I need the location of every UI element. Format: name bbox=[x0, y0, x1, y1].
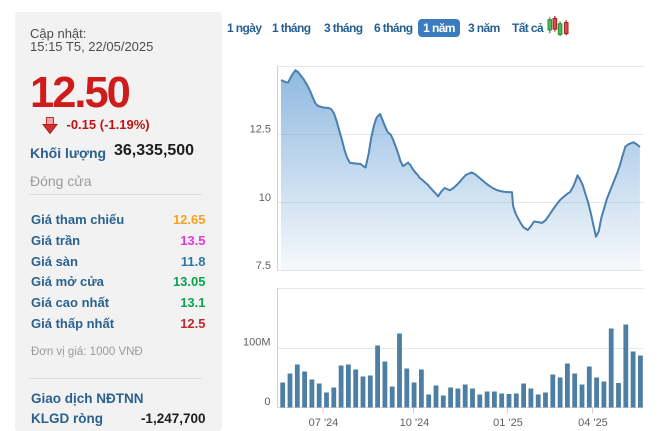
svg-text:7.5: 7.5 bbox=[256, 260, 271, 272]
svg-text:04 '25: 04 '25 bbox=[578, 417, 608, 429]
svg-text:0: 0 bbox=[264, 396, 270, 408]
svg-text:100M: 100M bbox=[243, 336, 271, 348]
svg-text:10 '24: 10 '24 bbox=[400, 417, 430, 429]
svg-text:12.5: 12.5 bbox=[250, 123, 271, 135]
svg-text:01 '25: 01 '25 bbox=[493, 417, 523, 429]
svg-text:07 '24: 07 '24 bbox=[309, 417, 339, 429]
svg-text:10: 10 bbox=[259, 192, 271, 204]
